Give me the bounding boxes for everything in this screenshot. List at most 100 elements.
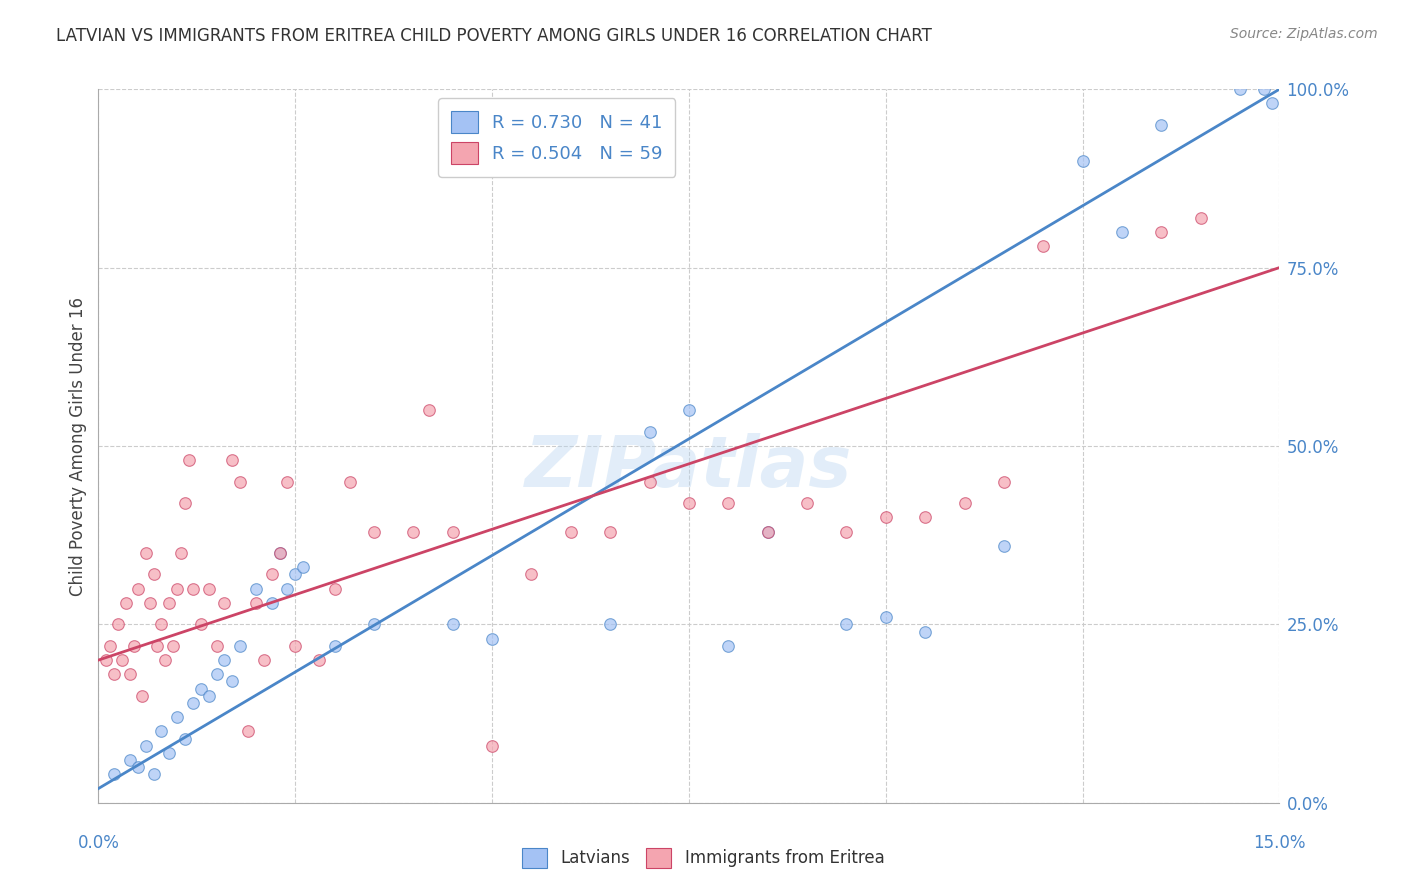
Point bbox=[1150, 225, 1173, 239]
Point bbox=[756, 524, 779, 539]
Point bbox=[260, 596, 283, 610]
Point bbox=[174, 496, 197, 510]
Point bbox=[205, 639, 228, 653]
Point bbox=[835, 524, 858, 539]
Point bbox=[166, 582, 188, 596]
Point bbox=[1229, 82, 1251, 96]
Point bbox=[170, 546, 193, 560]
Point bbox=[599, 524, 621, 539]
Point bbox=[177, 453, 200, 467]
Point bbox=[229, 475, 252, 489]
Point bbox=[221, 674, 243, 689]
Point bbox=[103, 767, 125, 781]
Point bbox=[166, 710, 188, 724]
Point bbox=[135, 739, 157, 753]
Point bbox=[260, 567, 283, 582]
Point bbox=[638, 475, 661, 489]
Legend: R = 0.730   N = 41, R = 0.504   N = 59: R = 0.730 N = 41, R = 0.504 N = 59 bbox=[439, 98, 675, 177]
Text: LATVIAN VS IMMIGRANTS FROM ERITREA CHILD POVERTY AMONG GIRLS UNDER 16 CORRELATIO: LATVIAN VS IMMIGRANTS FROM ERITREA CHILD… bbox=[56, 27, 932, 45]
Point bbox=[236, 724, 259, 739]
Point bbox=[197, 582, 219, 596]
Point bbox=[678, 403, 700, 417]
Point bbox=[269, 546, 291, 560]
Point bbox=[197, 689, 219, 703]
Y-axis label: Child Poverty Among Girls Under 16: Child Poverty Among Girls Under 16 bbox=[69, 296, 87, 596]
Point bbox=[115, 596, 138, 610]
Point bbox=[520, 567, 543, 582]
Point bbox=[599, 617, 621, 632]
Point bbox=[103, 667, 125, 681]
Point bbox=[150, 724, 173, 739]
Point bbox=[127, 582, 149, 596]
Point bbox=[717, 496, 740, 510]
Point bbox=[339, 475, 361, 489]
Point bbox=[796, 496, 818, 510]
Point bbox=[174, 731, 197, 746]
Point bbox=[253, 653, 276, 667]
Point bbox=[1253, 82, 1275, 96]
Text: ZIPatlas: ZIPatlas bbox=[526, 433, 852, 502]
Point bbox=[284, 567, 307, 582]
Point bbox=[441, 617, 464, 632]
Point bbox=[190, 617, 212, 632]
Point bbox=[835, 617, 858, 632]
Point bbox=[638, 425, 661, 439]
Point bbox=[323, 582, 346, 596]
Point bbox=[181, 582, 204, 596]
Point bbox=[118, 667, 141, 681]
Point bbox=[150, 617, 173, 632]
Point bbox=[363, 617, 385, 632]
Point bbox=[678, 496, 700, 510]
Point bbox=[418, 403, 440, 417]
Point bbox=[118, 753, 141, 767]
Point bbox=[157, 596, 180, 610]
Point bbox=[111, 653, 134, 667]
Point bbox=[245, 596, 267, 610]
Point bbox=[402, 524, 425, 539]
Point bbox=[269, 546, 291, 560]
Point bbox=[205, 667, 228, 681]
Point bbox=[308, 653, 330, 667]
Point bbox=[98, 639, 121, 653]
Legend: Latvians, Immigrants from Eritrea: Latvians, Immigrants from Eritrea bbox=[515, 841, 891, 875]
Point bbox=[717, 639, 740, 653]
Point bbox=[142, 567, 165, 582]
Point bbox=[1071, 153, 1094, 168]
Point bbox=[1260, 96, 1282, 111]
Point bbox=[1189, 211, 1212, 225]
Point bbox=[756, 524, 779, 539]
Point bbox=[221, 453, 243, 467]
Point bbox=[993, 475, 1015, 489]
Point bbox=[107, 617, 129, 632]
Point bbox=[162, 639, 184, 653]
Point bbox=[914, 510, 936, 524]
Point bbox=[292, 560, 315, 574]
Point bbox=[875, 610, 897, 624]
Point bbox=[276, 475, 298, 489]
Point bbox=[276, 582, 298, 596]
Point bbox=[993, 539, 1015, 553]
Point bbox=[190, 681, 212, 696]
Point bbox=[229, 639, 252, 653]
Point bbox=[181, 696, 204, 710]
Point bbox=[142, 767, 165, 781]
Point bbox=[138, 596, 160, 610]
Point bbox=[914, 624, 936, 639]
Point bbox=[146, 639, 169, 653]
Text: 0.0%: 0.0% bbox=[77, 834, 120, 852]
Point bbox=[953, 496, 976, 510]
Point bbox=[131, 689, 153, 703]
Point bbox=[1150, 118, 1173, 132]
Point bbox=[1111, 225, 1133, 239]
Point bbox=[1032, 239, 1054, 253]
Point bbox=[284, 639, 307, 653]
Point bbox=[122, 639, 145, 653]
Point bbox=[481, 739, 503, 753]
Point bbox=[245, 582, 267, 596]
Point bbox=[96, 653, 118, 667]
Text: 15.0%: 15.0% bbox=[1253, 834, 1306, 852]
Point bbox=[323, 639, 346, 653]
Point bbox=[157, 746, 180, 760]
Point bbox=[155, 653, 177, 667]
Point bbox=[135, 546, 157, 560]
